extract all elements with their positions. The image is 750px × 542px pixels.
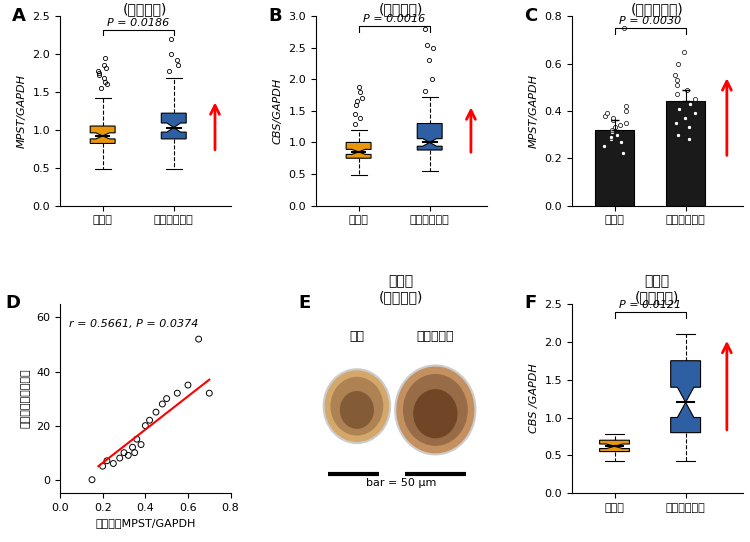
Polygon shape xyxy=(670,402,700,433)
Text: D: D xyxy=(5,294,20,313)
Point xyxy=(114,454,126,462)
Point xyxy=(193,335,205,344)
Polygon shape xyxy=(670,361,700,402)
Polygon shape xyxy=(90,126,115,136)
Polygon shape xyxy=(90,136,115,144)
Point xyxy=(135,440,147,449)
Text: P = 0.0030: P = 0.0030 xyxy=(619,16,681,27)
Point xyxy=(122,451,134,460)
Point xyxy=(107,459,119,468)
Polygon shape xyxy=(599,440,629,446)
Point xyxy=(160,394,172,403)
Text: F: F xyxy=(524,294,536,313)
Polygon shape xyxy=(161,113,186,127)
Y-axis label: 生前临床症状严重度: 生前临床症状严重度 xyxy=(20,369,31,428)
Y-axis label: CBS /GAPDH: CBS /GAPDH xyxy=(529,364,538,434)
Bar xyxy=(595,130,634,205)
Text: 统合失调症: 统合失调症 xyxy=(416,331,454,344)
Circle shape xyxy=(340,391,374,429)
Y-axis label: MPST/GAPDH: MPST/GAPDH xyxy=(529,74,538,148)
Polygon shape xyxy=(346,143,371,152)
Text: E: E xyxy=(298,294,311,313)
Point xyxy=(130,435,142,443)
Circle shape xyxy=(413,389,458,438)
Text: r = 0.5661, P = 0.0374: r = 0.5661, P = 0.0374 xyxy=(68,319,198,329)
Y-axis label: MPST/GAPDH: MPST/GAPDH xyxy=(17,74,27,148)
Polygon shape xyxy=(417,143,442,150)
Circle shape xyxy=(395,365,476,454)
Text: A: A xyxy=(12,7,26,25)
Circle shape xyxy=(403,374,468,446)
Point xyxy=(140,421,152,430)
Text: 对照: 对照 xyxy=(350,331,364,344)
Circle shape xyxy=(323,369,390,443)
Bar xyxy=(666,101,705,205)
Text: C: C xyxy=(524,7,537,25)
Point xyxy=(171,389,183,397)
Point xyxy=(127,443,139,451)
Circle shape xyxy=(331,377,383,435)
Point xyxy=(129,448,141,457)
Point xyxy=(118,448,130,457)
Polygon shape xyxy=(417,124,442,143)
Point xyxy=(156,399,168,408)
Point xyxy=(203,389,215,397)
Text: P = 0.0121: P = 0.0121 xyxy=(619,300,681,309)
Polygon shape xyxy=(346,152,371,158)
Text: P = 0.0016: P = 0.0016 xyxy=(363,14,425,24)
Title: 死后大脑
(蛋白质表达): 死后大脑 (蛋白质表达) xyxy=(631,0,683,16)
Point xyxy=(86,475,98,484)
Point xyxy=(101,456,113,465)
Title: 神経球
(細胞图像): 神経球 (細胞图像) xyxy=(379,274,424,304)
Y-axis label: CBS/GAPDH: CBS/GAPDH xyxy=(273,78,283,144)
Text: B: B xyxy=(268,7,282,25)
Point xyxy=(97,462,109,470)
X-axis label: 死后大脑MPST/GAPDH: 死后大脑MPST/GAPDH xyxy=(95,519,196,528)
Text: bar = 50 μm: bar = 50 μm xyxy=(366,478,436,488)
Point xyxy=(182,380,194,389)
Title: 死后大脑
(基因表达): 死后大脑 (基因表达) xyxy=(379,0,424,16)
Title: 神経球
(基因表达): 神経球 (基因表达) xyxy=(635,274,680,304)
Text: P = 0.0186: P = 0.0186 xyxy=(107,18,170,28)
Polygon shape xyxy=(161,127,186,139)
Title: 死后大脑
(基因表达): 死后大脑 (基因表达) xyxy=(123,0,167,16)
Point xyxy=(150,408,162,416)
Point xyxy=(143,416,155,424)
Polygon shape xyxy=(599,446,629,451)
